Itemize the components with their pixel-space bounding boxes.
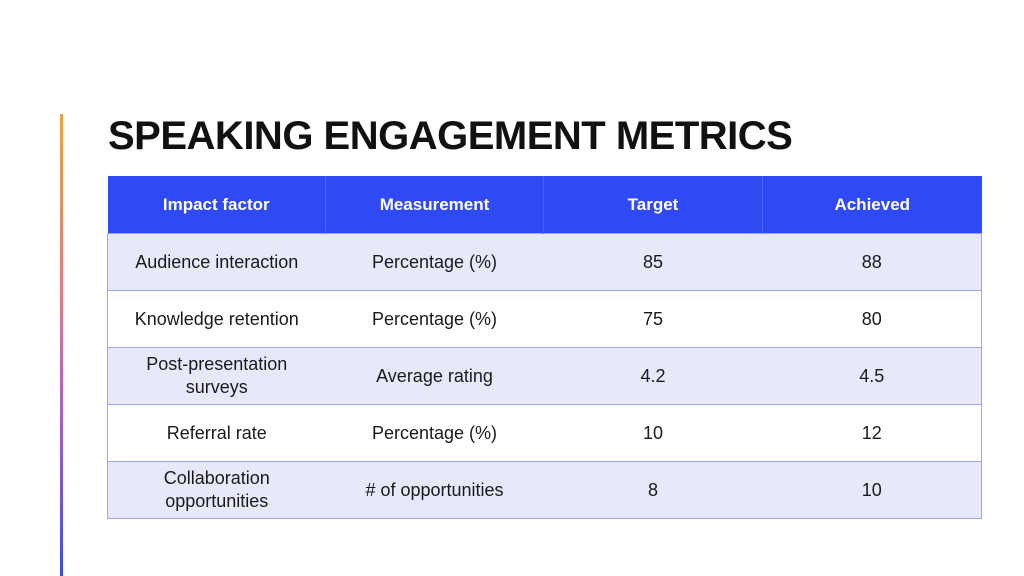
header-achieved: Achieved — [762, 176, 982, 234]
impact-factor-cell: Referral rate — [107, 404, 326, 462]
table-row: Audience interaction Percentage (%) 85 8… — [107, 233, 982, 291]
achieved-cell: 10 — [762, 461, 982, 519]
measurement-cell: # of opportunities — [325, 461, 544, 519]
impact-factor-cell: Knowledge retention — [107, 290, 326, 348]
table-header-row: Impact factor Measurement Target Achieve… — [107, 176, 982, 234]
header-impact-factor: Impact factor — [107, 176, 326, 234]
achieved-cell: 4.5 — [762, 347, 982, 405]
impact-factor-cell: Audience interaction — [107, 233, 326, 291]
table-row: Knowledge retention Percentage (%) 75 80 — [107, 290, 982, 348]
table-row: Collaboration opportunities # of opportu… — [107, 461, 982, 519]
target-cell: 8 — [543, 461, 763, 519]
achieved-cell: 80 — [762, 290, 982, 348]
achieved-cell: 12 — [762, 404, 982, 462]
target-cell: 85 — [543, 233, 763, 291]
page-title: SPEAKING ENGAGEMENT METRICS — [108, 114, 793, 158]
table-row: Referral rate Percentage (%) 10 12 — [107, 404, 982, 462]
measurement-cell: Percentage (%) — [325, 233, 544, 291]
header-measurement: Measurement — [325, 176, 544, 234]
table-row: Post-presentation surveys Average rating… — [107, 347, 982, 405]
impact-factor-cell: Collaboration opportunities — [107, 461, 326, 519]
header-target: Target — [543, 176, 763, 234]
measurement-cell: Average rating — [325, 347, 544, 405]
metrics-table: Impact factor Measurement Target Achieve… — [107, 176, 982, 519]
target-cell: 10 — [543, 404, 763, 462]
target-cell: 4.2 — [543, 347, 763, 405]
achieved-cell: 88 — [762, 233, 982, 291]
measurement-cell: Percentage (%) — [325, 404, 544, 462]
measurement-cell: Percentage (%) — [325, 290, 544, 348]
impact-factor-cell: Post-presentation surveys — [107, 347, 326, 405]
target-cell: 75 — [543, 290, 763, 348]
accent-bar — [60, 114, 63, 576]
